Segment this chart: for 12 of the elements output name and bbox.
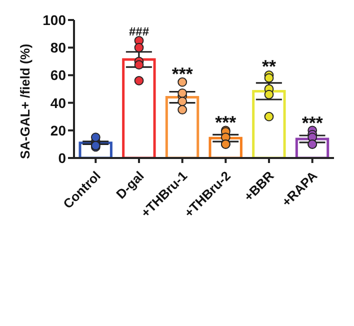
y-tick-label: 80 xyxy=(50,40,66,56)
y-tick-label: 20 xyxy=(50,122,66,138)
annotation: *** xyxy=(302,112,323,133)
annotation: ### xyxy=(128,24,150,39)
annotation: ** xyxy=(262,56,276,76)
annotation: *** xyxy=(172,64,193,84)
y-tick-label: 100 xyxy=(42,12,66,28)
annotation: *** xyxy=(215,112,236,132)
y-tick-label: 0 xyxy=(58,150,66,166)
y-tick-label: 40 xyxy=(50,94,66,111)
y-axis-title: SA-GAL+ /field (%) xyxy=(18,44,33,159)
y-tick-label: 60 xyxy=(50,67,66,84)
